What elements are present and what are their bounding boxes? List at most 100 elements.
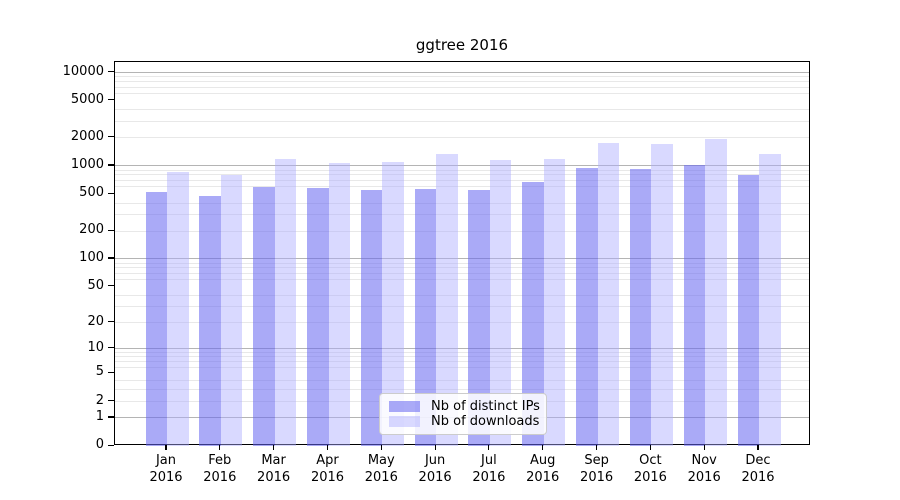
- x-tick-label-jul: Jul 2016: [459, 452, 519, 486]
- y-tick-mark: [108, 136, 114, 138]
- legend-label-downloads: Nb of downloads: [431, 414, 540, 429]
- gridline-minor: [115, 169, 809, 171]
- x-tick-month: Apr: [316, 453, 339, 468]
- x-tick-mark: [757, 445, 759, 450]
- y-tick-mark: [108, 164, 114, 166]
- x-tick-mark: [273, 445, 275, 450]
- x-tick-year: 2016: [580, 470, 614, 485]
- legend-row-distinct-ips: Nb of distinct IPs: [389, 399, 540, 414]
- y-tick-mark: [108, 416, 114, 418]
- bar-distinct-ips-feb: [199, 196, 221, 446]
- y-tick-label: 500: [79, 185, 104, 200]
- x-tick-mark: [596, 445, 598, 450]
- bar-distinct-ips-mar: [253, 186, 275, 446]
- gridline-minor: [115, 230, 809, 232]
- x-tick-mark: [380, 445, 382, 450]
- legend-swatch-distinct-ips: [389, 401, 420, 412]
- legend: Nb of distinct IPs Nb of downloads: [379, 393, 547, 435]
- x-tick-label-dec: Dec 2016: [728, 452, 788, 486]
- x-tick-label-may: May 2016: [351, 452, 411, 486]
- x-tick-month: Aug: [529, 453, 556, 468]
- gridline-major: [115, 165, 809, 167]
- gridline-minor: [115, 179, 809, 181]
- gridline-minor: [115, 137, 809, 139]
- y-tick-label: 10: [87, 339, 104, 355]
- gridline-minor: [115, 174, 809, 176]
- bar-downloads-dec: [759, 153, 781, 446]
- x-tick-year: 2016: [203, 470, 237, 485]
- x-tick-year: 2016: [526, 470, 560, 485]
- gridline-minor: [115, 262, 809, 264]
- y-tick-label: 1000: [70, 156, 104, 172]
- x-tick-month: Jul: [481, 453, 497, 468]
- x-tick-mark: [542, 445, 544, 450]
- y-tick-label: 20: [87, 313, 104, 329]
- x-tick-year: 2016: [633, 470, 667, 485]
- y-tick-mark: [108, 99, 114, 101]
- gridline-minor: [115, 356, 809, 358]
- x-tick-label-aug: Aug 2016: [513, 452, 573, 486]
- gridline-minor: [115, 120, 809, 122]
- x-tick-year: 2016: [364, 470, 398, 485]
- x-tick-year: 2016: [149, 470, 183, 485]
- y-tick-mark: [108, 371, 114, 374]
- y-tick-label: 2: [95, 392, 104, 408]
- y-tick-label: 10000: [62, 63, 104, 79]
- gridline-minor: [115, 306, 809, 308]
- x-tick-month: May: [367, 453, 395, 468]
- bar-distinct-ips-dec: [737, 175, 759, 446]
- y-tick-label: 200: [79, 222, 104, 237]
- bar-downloads-jan: [167, 172, 189, 446]
- x-tick-label-jan: Jan 2016: [136, 452, 196, 486]
- bar-downloads-apr: [328, 162, 350, 446]
- gridline-minor: [115, 352, 809, 354]
- gridline-minor: [115, 76, 809, 78]
- x-tick-month: Mar: [261, 453, 286, 468]
- x-tick-month: Jan: [155, 453, 177, 468]
- bar-downloads-sep: [597, 142, 620, 446]
- x-tick-mark: [219, 445, 221, 450]
- gridline-major: [115, 258, 809, 260]
- gridline-minor: [115, 92, 809, 94]
- bar-distinct-ips-aug: [522, 181, 544, 446]
- bar-downloads-jul: [489, 160, 512, 446]
- x-tick-mark: [326, 445, 329, 450]
- plot-area: Nb of distinct IPs Nb of downloads: [114, 61, 810, 446]
- y-tick-label: 2000: [70, 128, 104, 144]
- gridline-minor: [115, 267, 809, 269]
- gridline-minor: [115, 214, 809, 216]
- x-tick-label-mar: Mar 2016: [244, 452, 304, 486]
- x-tick-month: Oct: [639, 453, 662, 468]
- y-tick-mark: [108, 257, 114, 259]
- x-tick-mark: [165, 445, 167, 450]
- bar-distinct-ips-may: [360, 189, 383, 446]
- y-tick-label: 1: [95, 408, 104, 424]
- gridline-minor: [115, 294, 809, 296]
- chart-title: ggtree 2016: [415, 36, 509, 54]
- legend-row-downloads: Nb of downloads: [389, 414, 540, 429]
- y-tick-label: 5000: [70, 91, 104, 107]
- gridline-major: [115, 348, 809, 350]
- x-tick-mark: [703, 445, 705, 450]
- x-tick-mark: [649, 445, 651, 450]
- x-tick-year: 2016: [418, 470, 452, 485]
- gridline-minor: [115, 86, 809, 88]
- bar-distinct-ips-nov: [683, 164, 706, 446]
- gridline-minor: [115, 361, 809, 363]
- gridline-minor: [115, 186, 809, 188]
- x-tick-month: Feb: [208, 453, 232, 468]
- y-tick-mark: [108, 229, 114, 231]
- y-tick-mark: [108, 192, 114, 194]
- x-tick-label-sep: Sep 2016: [567, 452, 627, 486]
- gridline-minor: [115, 380, 809, 382]
- y-tick-label: 5: [95, 364, 104, 380]
- bar-distinct-ips-jul: [468, 190, 490, 446]
- x-tick-month: Nov: [691, 453, 717, 468]
- bar-downloads-feb: [220, 174, 243, 446]
- gridline-minor: [115, 389, 809, 391]
- gridline-minor: [115, 278, 809, 280]
- bar-distinct-ips-sep: [576, 168, 598, 446]
- x-tick-mark: [488, 445, 490, 450]
- legend-label-distinct-ips: Nb of distinct IPs: [431, 399, 540, 414]
